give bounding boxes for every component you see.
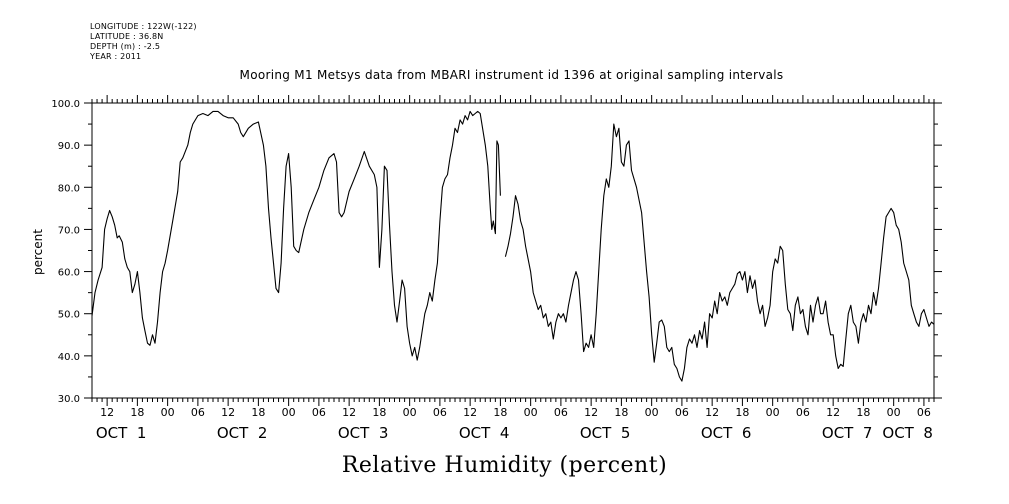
x-tick-label: 12 <box>342 406 356 419</box>
year-text: YEAR : 2011 <box>90 52 142 61</box>
x-tick-label: 00 <box>645 406 659 419</box>
y-tick-label: 100.0 <box>51 99 80 110</box>
depth-text: DEPTH (m) : -2.5 <box>90 42 161 51</box>
x-tick-label: 18 <box>251 406 265 419</box>
plot-area <box>91 110 935 382</box>
x-tick-label: 06 <box>191 406 205 419</box>
x-tick-label: 00 <box>403 406 417 419</box>
x-tick-label: 18 <box>493 406 507 419</box>
y-tick-label: 90.0 <box>58 141 80 152</box>
y-axis-label: percent <box>31 229 45 275</box>
x-tick-label: 00 <box>887 406 901 419</box>
x-tick-label: 18 <box>130 406 144 419</box>
x-tick-label: 12 <box>826 406 840 419</box>
x-date-label: OCT 8 <box>882 424 933 442</box>
x-date-label: OCT 4 <box>459 424 510 442</box>
x-tick-label: 12 <box>221 406 235 419</box>
x-tick-label: 18 <box>856 406 870 419</box>
y-tick-label: 40.0 <box>58 352 80 363</box>
x-tick-label: 12 <box>100 406 114 419</box>
humidity-series-line <box>91 110 501 361</box>
x-tick-label: 06 <box>312 406 326 419</box>
y-tick-label: 30.0 <box>58 394 80 405</box>
x-tick-label: 18 <box>614 406 628 419</box>
x-tick-label: 00 <box>282 406 296 419</box>
x-tick-label: 12 <box>584 406 598 419</box>
x-tick-label: 06 <box>433 406 447 419</box>
x-tick-label: 00 <box>161 406 175 419</box>
x-tick-label: 06 <box>675 406 689 419</box>
latitude-text: LATITUDE : 36.8N <box>90 32 164 41</box>
x-date-label: OCT 2 <box>217 424 268 442</box>
y-tick-label: 50.0 <box>58 310 80 321</box>
x-date-label: OCT 3 <box>338 424 389 442</box>
x-tick-label: 00 <box>766 406 780 419</box>
x-tick-label: 06 <box>917 406 931 419</box>
longitude-text: LONGITUDE : 122W(-122) <box>90 22 197 31</box>
x-axis-label: Relative Humidity (percent) <box>341 453 668 478</box>
x-tick-label: 06 <box>796 406 810 419</box>
x-date-label: OCT 1 <box>96 424 147 442</box>
x-date-label: OCT 6 <box>701 424 752 442</box>
chart-title: Mooring M1 Metsys data from MBARI instru… <box>239 68 784 82</box>
x-tick-label: 12 <box>463 406 477 419</box>
x-tick-label: 06 <box>554 406 568 419</box>
x-tick-label: 18 <box>735 406 749 419</box>
y-tick-label: 70.0 <box>58 225 80 236</box>
x-tick-label: 12 <box>705 406 719 419</box>
y-tick-label: 80.0 <box>58 183 80 194</box>
plot-frame <box>91 102 935 399</box>
y-tick-label: 60.0 <box>58 268 80 279</box>
x-date-label: OCT 7 <box>822 424 873 442</box>
x-date-label: OCT 5 <box>580 424 631 442</box>
x-tick-label: 00 <box>524 406 538 419</box>
station-metadata: LONGITUDE : 122W(-122) LATITUDE : 36.8N … <box>90 22 197 62</box>
axes: 30.0 40.0 50.0 60.0 70.0 80.0 90.0 100.0 12 18 00 0… <box>51 95 942 442</box>
humidity-series-line <box>504 123 935 382</box>
x-tick-label: 18 <box>372 406 386 419</box>
